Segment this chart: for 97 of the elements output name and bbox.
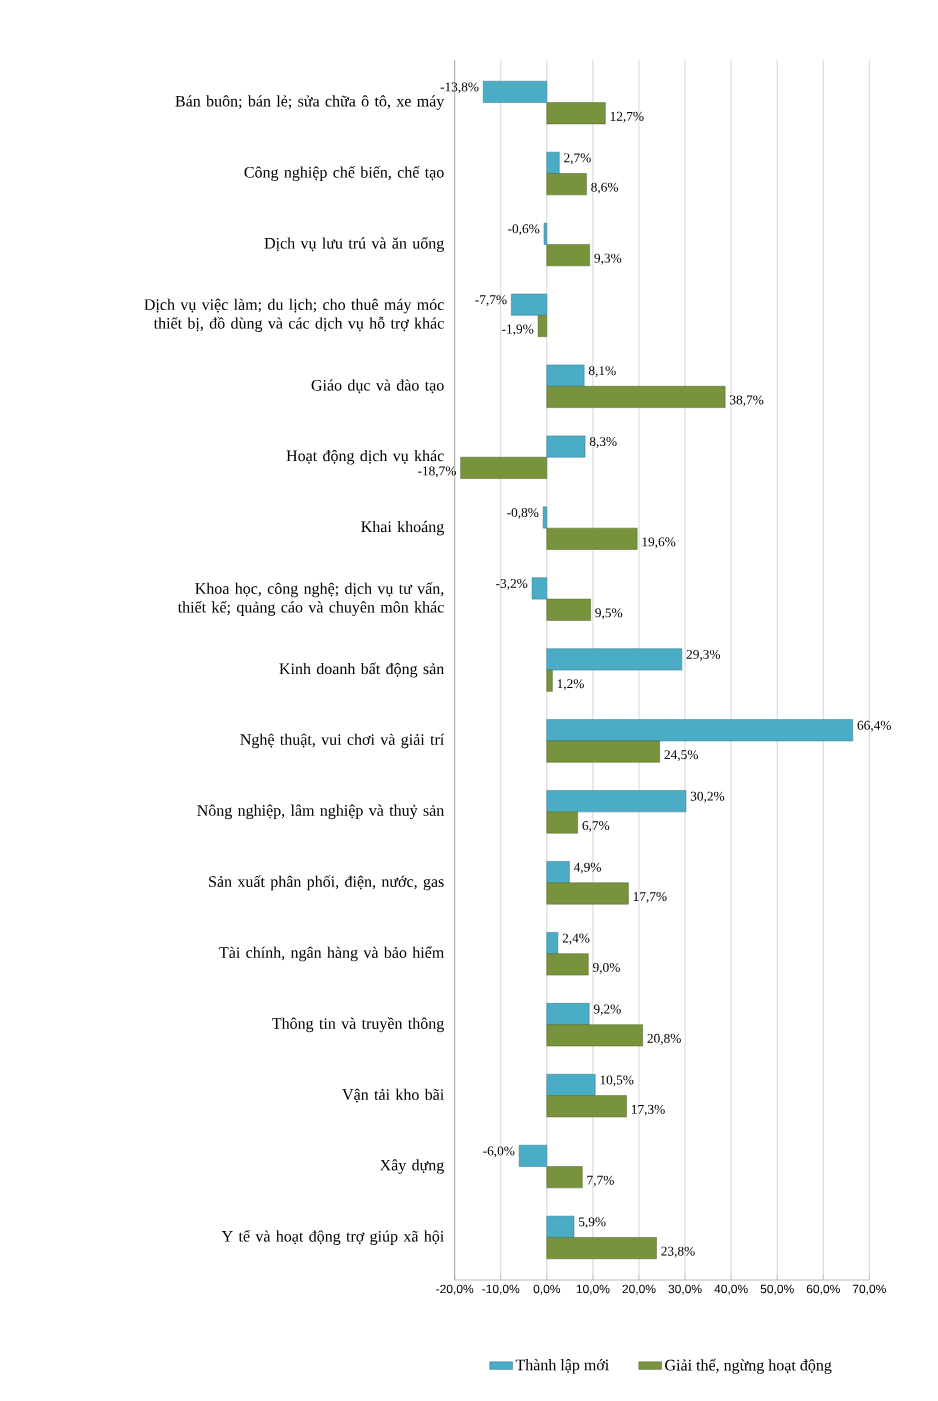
y-tick-label: Vận tải kho bãi (342, 1088, 444, 1103)
data-label: 19,6% (642, 537, 676, 549)
y-tick-label: Bán buôn; bán lẻ; sửa chữa ô tô, xe máy (175, 95, 445, 110)
data-label: 20,8% (647, 1033, 681, 1045)
data-label: 9,3% (594, 253, 622, 265)
data-label: -1,9% (502, 324, 534, 336)
x-tick-label: 50,0% (760, 1284, 794, 1295)
data-label: 9,5% (595, 608, 623, 620)
bar (546, 598, 591, 621)
y-tick-label: Công nghiệp chế biến, chế tạo (244, 165, 444, 182)
bar (546, 364, 585, 387)
bar (546, 648, 683, 671)
data-label: 8,3% (589, 437, 617, 449)
bar (546, 953, 589, 976)
bar (546, 435, 586, 458)
x-tick-label: 70,0% (852, 1284, 886, 1295)
data-label: -13,8% (440, 82, 479, 94)
bar (546, 669, 553, 692)
data-label: 8,6% (591, 182, 619, 194)
legend-label: Thành lập mới (515, 1359, 609, 1374)
data-label: -7,7% (475, 295, 507, 307)
data-label: 6,7% (582, 821, 610, 832)
x-tick-label: 30,0% (668, 1284, 702, 1295)
bar (511, 293, 548, 316)
bar (546, 1215, 575, 1238)
bar (546, 719, 854, 742)
legend-label: Giải thể, ngừng hoạt động (665, 1358, 832, 1374)
bar (546, 1024, 643, 1047)
data-label: 9,2% (593, 1004, 621, 1016)
bar (482, 80, 548, 103)
bar (546, 1095, 627, 1118)
data-label: 1,2% (557, 679, 584, 691)
bar (546, 151, 560, 174)
y-tick-label: Y tế và hoạt động trợ giúp xã hội (221, 1229, 444, 1245)
bar (531, 577, 548, 600)
data-label: 17,7% (633, 892, 667, 903)
x-tick-label: -20,0% (436, 1284, 474, 1295)
data-label: -3,2% (496, 578, 528, 590)
y-tick-label: Nông nghiệp, lâm nghiệp và thuỷ sản (197, 804, 445, 820)
y-tick-label: Khoa học, công nghệ; dịch vụ tư vấn, thiết kế; quảng cáo và chuyên môn khác (177, 582, 444, 616)
data-label: 2,7% (564, 153, 591, 165)
data-label: -0,8% (507, 508, 539, 519)
data-label: -0,6% (508, 224, 540, 236)
y-tick-label: Thông tin và truyền thông (272, 1017, 444, 1033)
bar (546, 1237, 657, 1260)
data-label: 7,7% (587, 1175, 614, 1187)
y-tick-label: Hoạt động dịch vụ khác (286, 449, 444, 465)
data-label: 17,3% (631, 1104, 665, 1116)
y-tick-label: Xây dựng (379, 1159, 444, 1174)
bar (546, 102, 606, 125)
data-label: 8,1% (588, 366, 616, 378)
bar (546, 1003, 590, 1025)
bar (546, 1166, 583, 1189)
data-label: 66,4% (857, 720, 892, 732)
data-label: 23,8% (661, 1246, 695, 1258)
bar (543, 222, 548, 245)
data-label: 2,4% (562, 933, 590, 945)
bar (546, 173, 587, 196)
bar (546, 882, 629, 905)
data-label: 4,9% (573, 862, 601, 874)
x-tick-label: 10,0% (576, 1284, 610, 1295)
bar (537, 315, 548, 337)
x-tick-label: -10,0% (482, 1284, 520, 1295)
bar (546, 932, 559, 954)
bar (546, 861, 570, 884)
bar (546, 244, 590, 267)
bar (546, 811, 578, 834)
x-tick-label: 40,0% (714, 1284, 748, 1295)
y-tick-label: Dịch vụ việc làm; du lịch; cho thuê máy móc thiết bị, đồ dùng và các dịch vụ hỗ trợ khác (144, 298, 444, 332)
data-label: 12,7% (610, 111, 644, 123)
bar (542, 506, 548, 529)
y-tick-label: Kinh doanh bất động sản (279, 662, 445, 678)
bar (546, 1073, 596, 1096)
y-tick-label: Giáo dục và đào tạo (311, 379, 444, 394)
data-label: 29,3% (686, 649, 721, 661)
data-label: 10,5% (600, 1075, 634, 1087)
bar (518, 1144, 548, 1167)
data-label: 30,2% (690, 791, 725, 803)
x-tick-label: 20,0% (622, 1284, 656, 1295)
bar (546, 740, 660, 763)
data-label: 38,7% (730, 395, 764, 407)
bar (546, 386, 726, 408)
y-tick-label: Dịch vụ lưu trú và ăn uống (264, 236, 444, 252)
bar (546, 790, 687, 813)
data-label: 24,5% (664, 750, 698, 762)
data-label: -18,7% (418, 466, 456, 478)
bar (546, 527, 638, 550)
y-tick-label: Nghệ thuật, vui chơi và giải trí (240, 733, 445, 749)
data-label: 5,9% (579, 1217, 606, 1229)
y-tick-label: Sản xuất phân phối, điện, nước, gas (209, 875, 444, 891)
bar (460, 456, 548, 479)
x-tick-label: 0,0% (533, 1284, 561, 1295)
x-tick-label: 60,0% (806, 1284, 840, 1295)
data-label: 9,0% (592, 962, 620, 974)
y-tick-label: Tài chính, ngân hàng và bảo hiểm (219, 946, 445, 962)
data-label: -6,0% (483, 1146, 515, 1158)
y-tick-label: Khai khoáng (361, 520, 444, 536)
